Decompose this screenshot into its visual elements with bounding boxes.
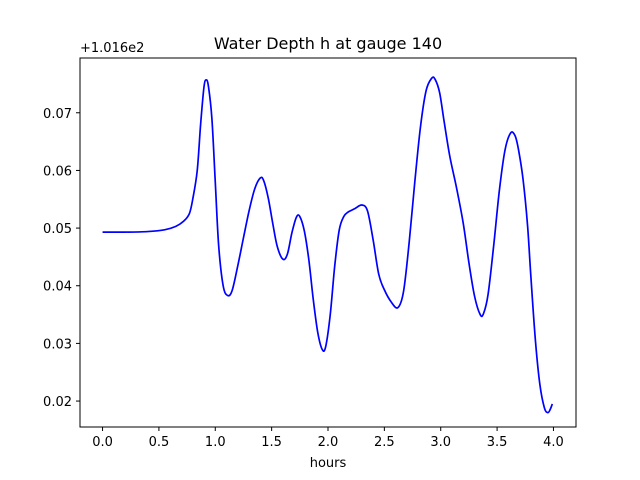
y-tick-label: 0.03: [43, 337, 72, 352]
x-tick-label: 3.0: [430, 435, 451, 450]
x-tick-label: 3.5: [487, 435, 508, 450]
x-tick-label: 2.0: [318, 435, 339, 450]
x-tick-label: 1.0: [205, 435, 226, 450]
x-tick-label: 1.5: [261, 435, 282, 450]
x-axis-label: hours: [310, 456, 347, 471]
y-tick-label: 0.02: [43, 395, 72, 410]
y-axis-ticks: 0.02 0.03 0.04 0.05 0.06 0.07: [43, 107, 80, 410]
chart-title: Water Depth h at gauge 140: [214, 34, 442, 53]
plot-background: [80, 58, 576, 427]
x-tick-label: 0.5: [149, 435, 170, 450]
x-axis-ticks: 0.0 0.5 1.0 1.5 2.0 2.5 3.0 3.5 4.0: [92, 427, 564, 450]
y-tick-label: 0.06: [43, 164, 72, 179]
y-tick-label: 0.04: [43, 280, 72, 295]
series-layer: [102, 76, 554, 414]
plot-frame: [79, 57, 577, 428]
x-tick-label: 4.0: [543, 435, 564, 450]
y-axis-offset-label: +1.016e2: [80, 41, 144, 56]
y-tick-label: 0.07: [43, 107, 72, 122]
x-tick-label: 2.5: [374, 435, 395, 450]
series-line-0: [102, 76, 554, 414]
y-tick-label: 0.05: [43, 222, 72, 237]
x-tick-label: 0.0: [92, 435, 113, 450]
